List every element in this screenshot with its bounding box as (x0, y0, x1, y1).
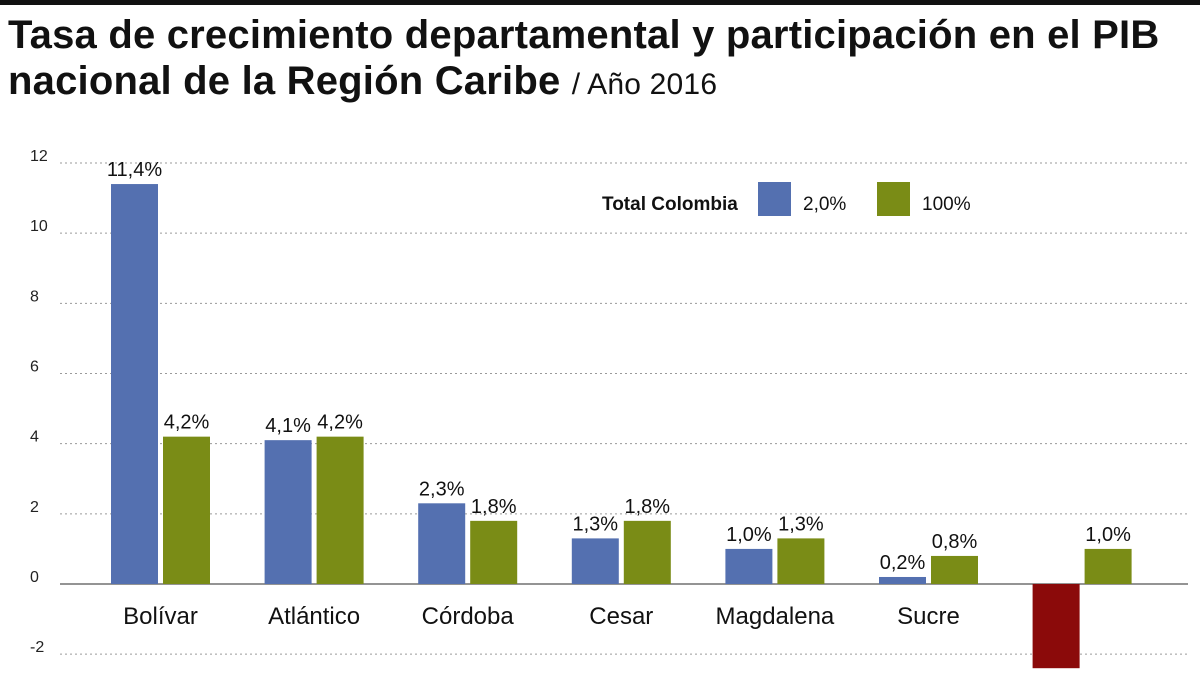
y-tick-label: 0 (30, 569, 39, 586)
bar-share (163, 436, 210, 584)
bar-growth (571, 538, 619, 584)
data-label-share: 1,0% (1085, 524, 1131, 546)
legend-swatch (758, 182, 791, 216)
data-label-share: 4,2% (317, 412, 363, 434)
data-label-share: 0,8% (932, 531, 978, 553)
x-category-label: Magdalena (716, 603, 835, 630)
legend-label: 100% (922, 194, 971, 215)
title-sub: / Año 2016 (571, 68, 718, 101)
data-label-growth: 11,4% (107, 159, 162, 181)
data-label-share: 4,2% (164, 412, 210, 434)
bar-growth (1032, 584, 1080, 669)
y-tick-label: 12 (30, 148, 48, 165)
data-label-growth: 2,3% (419, 478, 465, 500)
bar-growth (418, 503, 466, 584)
x-category-label: Bolívar (123, 603, 198, 630)
data-label-growth: 0,2% (880, 552, 926, 574)
legend-title: Total Colombia (602, 194, 738, 215)
data-label-share: 1,8% (625, 496, 671, 518)
data-label-growth: 1,0% (726, 524, 772, 546)
x-category-label: Atlántico (268, 603, 360, 630)
y-tick-label: 10 (30, 218, 48, 235)
title-main: Tasa de crecimiento departamental y part… (8, 13, 1160, 103)
top-rule (0, 0, 1200, 5)
x-category-label: Córdoba (422, 603, 515, 630)
bar-growth (725, 548, 773, 584)
bar-growth (264, 440, 312, 584)
data-label-share: 1,3% (778, 513, 824, 535)
bar-share (777, 538, 825, 584)
bar-growth (879, 576, 926, 584)
x-category-label: Sucre (897, 603, 960, 630)
data-label-growth: 1,3% (573, 513, 619, 535)
y-tick-label: 6 (30, 359, 39, 376)
data-label-share: 1,8% (471, 496, 517, 518)
data-label-growth: 4,1% (265, 415, 311, 437)
bar-share (623, 520, 671, 584)
y-tick-label: -2 (30, 639, 44, 656)
bar-share (931, 555, 978, 584)
bar-growth (111, 184, 158, 585)
bar-share (470, 520, 518, 584)
legend-swatch (877, 182, 910, 216)
x-category-label: Cesar (589, 603, 653, 630)
legend-label: 2,0% (803, 194, 846, 215)
y-tick-label: 4 (30, 429, 39, 446)
chart-title: Tasa de crecimiento departamental y part… (8, 12, 1193, 108)
y-tick-label: 8 (30, 288, 39, 305)
bar-share (1084, 548, 1132, 584)
y-tick-label: 2 (30, 499, 39, 516)
bar-share (316, 436, 364, 584)
